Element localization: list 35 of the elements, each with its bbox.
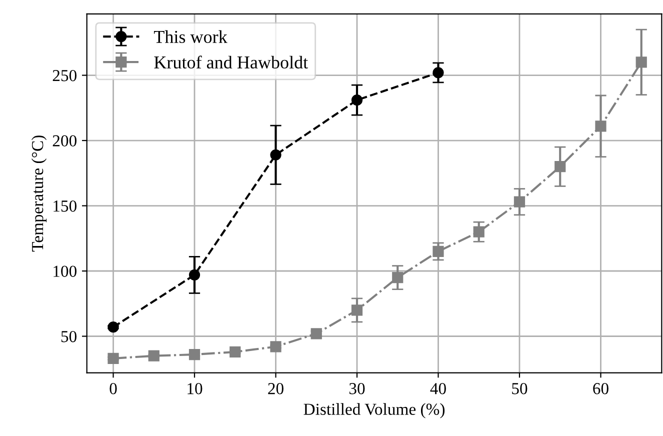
x-tick-label: 20 [268, 382, 284, 394]
point [432, 246, 444, 257]
point [351, 94, 363, 106]
y-tick-label: 250 [52, 70, 76, 82]
y-tick-label: 200 [52, 135, 76, 146]
point [636, 56, 647, 68]
point [351, 304, 363, 316]
point [148, 350, 160, 362]
x-tick-label: 10 [188, 382, 202, 394]
point [514, 196, 526, 208]
point [188, 269, 200, 280]
x-tick-label: 40 [430, 382, 446, 394]
point [230, 346, 241, 358]
x-tick-label: 0 [110, 382, 117, 394]
point [310, 328, 322, 340]
point [270, 341, 282, 352]
point [108, 322, 119, 333]
y-tick-label: 100 [54, 266, 76, 277]
x-tick-label: 50 [512, 382, 528, 394]
x-tick-label: 60 [593, 382, 608, 394]
x-tick-label: 30 [349, 382, 365, 394]
point [554, 161, 566, 172]
y-tick-label: 50 [61, 330, 76, 342]
point [595, 120, 606, 132]
point [188, 348, 200, 360]
x-axis-title: Distilled Volume (%) [304, 403, 445, 418]
y-tick-label: 150 [54, 200, 76, 212]
point [432, 67, 444, 78]
point [108, 352, 119, 364]
point [473, 226, 484, 238]
point [270, 149, 282, 160]
legend-label: This work [154, 30, 228, 44]
y-axis-title: Temperature (°C) [31, 136, 47, 252]
point [392, 272, 404, 284]
legend-label: Krutof and Hawboldt [154, 56, 308, 69]
